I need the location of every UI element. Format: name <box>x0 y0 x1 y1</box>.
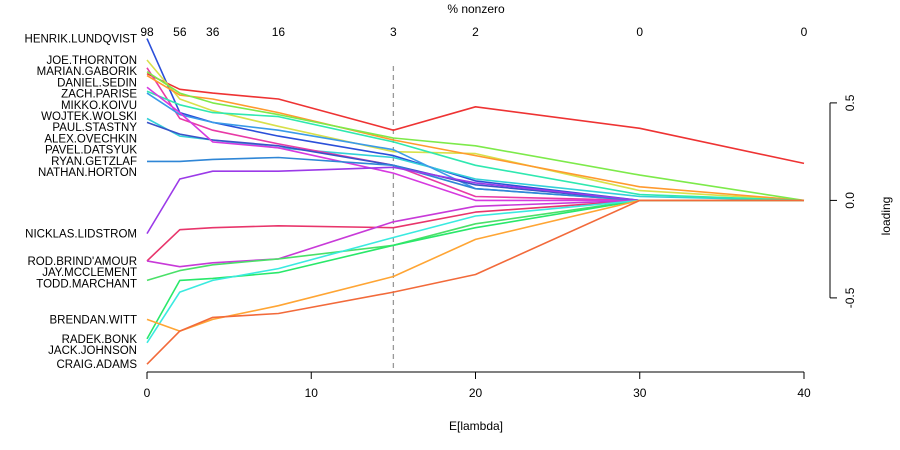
series-label: JACK.JOHNSON <box>48 345 137 357</box>
series-label: WOJTEK.WOLSKI <box>41 111 137 123</box>
series-line <box>147 156 804 202</box>
y-axis: -0.5 0.0 0.5 <box>829 94 857 308</box>
top-tick-label: 0 <box>801 25 808 39</box>
series-label: DANIEL.SEDIN <box>57 77 137 89</box>
y-tick-label: -0.5 <box>843 287 857 308</box>
top-tick-label: 3 <box>390 25 397 39</box>
y-tick-label: 0.5 <box>843 94 857 111</box>
series-line <box>146 166 804 235</box>
series-line <box>146 199 804 340</box>
series-line <box>146 117 805 202</box>
x-tick-label: 40 <box>797 386 811 400</box>
series-line <box>146 199 804 262</box>
series-line <box>146 71 805 202</box>
top-axis-label: % nonzero <box>447 2 505 16</box>
series-line <box>146 86 804 202</box>
series-label: NICKLAS.LIDSTROM <box>25 229 137 241</box>
series-line <box>146 199 804 365</box>
series-label: ZACH.PARISE <box>61 89 137 101</box>
top-tick-label: 36 <box>206 25 220 39</box>
y-axis-label: loading <box>879 197 893 236</box>
series-label: MIKKO.KOIVU <box>61 100 137 112</box>
series-label: RYAN.GETZLAF <box>51 156 137 168</box>
top-tick-label: 2 <box>472 25 479 39</box>
series-labels: HENRIK.LUNDQVIST JOE.THORNTONMARIAN.GABOR… <box>25 34 138 372</box>
x-tick-label: 10 <box>305 386 319 400</box>
series-label: MARIAN.GABORIK <box>37 66 138 78</box>
series-label: PAVEL.DATSYUK <box>45 145 137 157</box>
series-label: PAUL.STASTNY <box>52 122 137 134</box>
series-label: HENRIK.LUNDQVIST <box>25 34 137 46</box>
series-label: BRENDAN.WITT <box>49 314 137 326</box>
series-label: CRAIG.ADAMS <box>56 359 137 371</box>
series-label: ROD.BRIND'AMOUR <box>27 256 137 268</box>
series-label: ALEX.OVECHKIN <box>44 133 137 145</box>
series-line <box>146 199 804 344</box>
x-tick-label: 20 <box>469 386 483 400</box>
series-label: JAY.MCCLEMENT <box>42 267 137 279</box>
top-tick-label: 16 <box>272 25 286 39</box>
series-label: TODD.MARCHANT <box>36 278 137 290</box>
x-tick-label: 30 <box>633 386 647 400</box>
y-tick-label: 0.0 <box>843 192 857 209</box>
series-label: RADEK.BONK <box>62 334 138 346</box>
x-axis: 0 10 20 30 40 <box>144 371 811 400</box>
top-tick-label: 56 <box>173 25 187 39</box>
series-lines <box>146 38 805 372</box>
series-line <box>146 90 805 202</box>
series-line <box>146 199 804 332</box>
series-line <box>146 72 805 165</box>
x-axis-label: E[lambda] <box>449 419 503 433</box>
series-label: NATHAN.HORTON <box>38 167 137 179</box>
x-tick-label: 0 <box>144 386 151 400</box>
series-line <box>146 59 805 202</box>
series-line <box>146 199 804 268</box>
series-label: JOE.THORNTON <box>46 55 137 67</box>
series-line <box>146 38 804 202</box>
top-axis-ticks: 98 56 36 16 3 2 0 0 <box>140 25 807 39</box>
top-tick-label: 98 <box>140 25 154 39</box>
top-tick-label: 0 <box>636 25 643 39</box>
